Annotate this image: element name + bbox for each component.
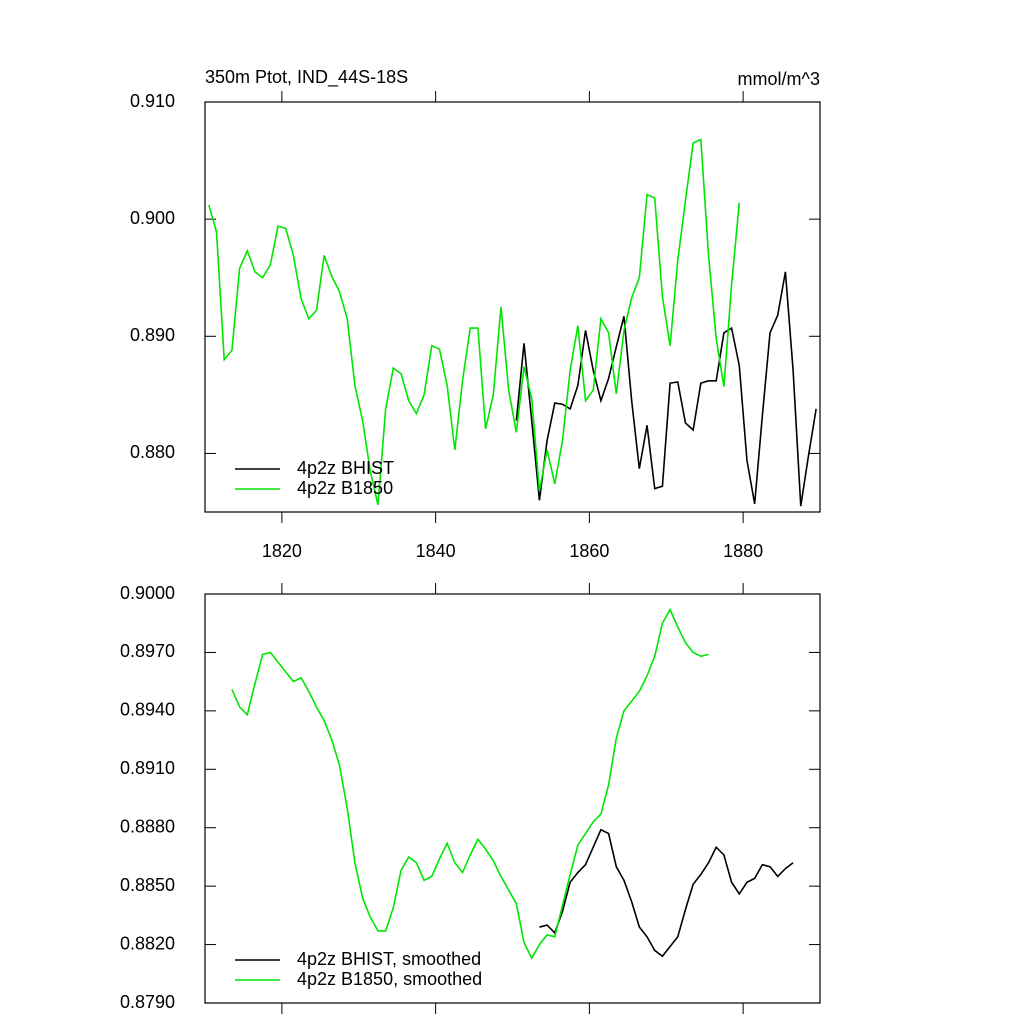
- data-line: [231, 607, 709, 960]
- data-line: [208, 138, 741, 506]
- data-line: [539, 828, 794, 958]
- y-tick-label: 0.8970: [120, 641, 175, 661]
- x-tick-label: 1840: [416, 541, 456, 561]
- x-tick-label: 1820: [262, 541, 302, 561]
- y-tick-label: 0.8820: [120, 933, 175, 953]
- y-tick-label: 0.8910: [120, 758, 175, 778]
- plot-frame: [204, 593, 821, 1004]
- y-tick-label: 0.9000: [120, 583, 175, 603]
- legend-label: 4p2z BHIST, smoothed: [297, 949, 481, 969]
- plot-frame: [204, 101, 821, 513]
- y-tick-label: 0.890: [130, 325, 175, 345]
- chart-title: 350m Ptot, IND_44S-18S: [205, 67, 408, 88]
- data-line: [515, 271, 817, 507]
- y-tick-label: 0.880: [130, 442, 175, 462]
- x-tick-label: 1860: [569, 541, 609, 561]
- y-tick-label: 0.900: [130, 208, 175, 228]
- legend-label: 4p2z B1850, smoothed: [297, 969, 482, 989]
- units-label: mmol/m^3: [738, 69, 820, 89]
- x-tick-label: 1880: [723, 541, 763, 561]
- legend-label: 4p2z B1850: [297, 478, 393, 498]
- y-tick-label: 0.8850: [120, 875, 175, 895]
- y-tick-label: 0.8880: [120, 816, 175, 836]
- y-tick-label: 0.910: [130, 91, 175, 111]
- y-tick-label: 0.8940: [120, 700, 175, 720]
- legend-label: 4p2z BHIST: [297, 458, 394, 478]
- y-tick-label: 0.8790: [120, 992, 175, 1012]
